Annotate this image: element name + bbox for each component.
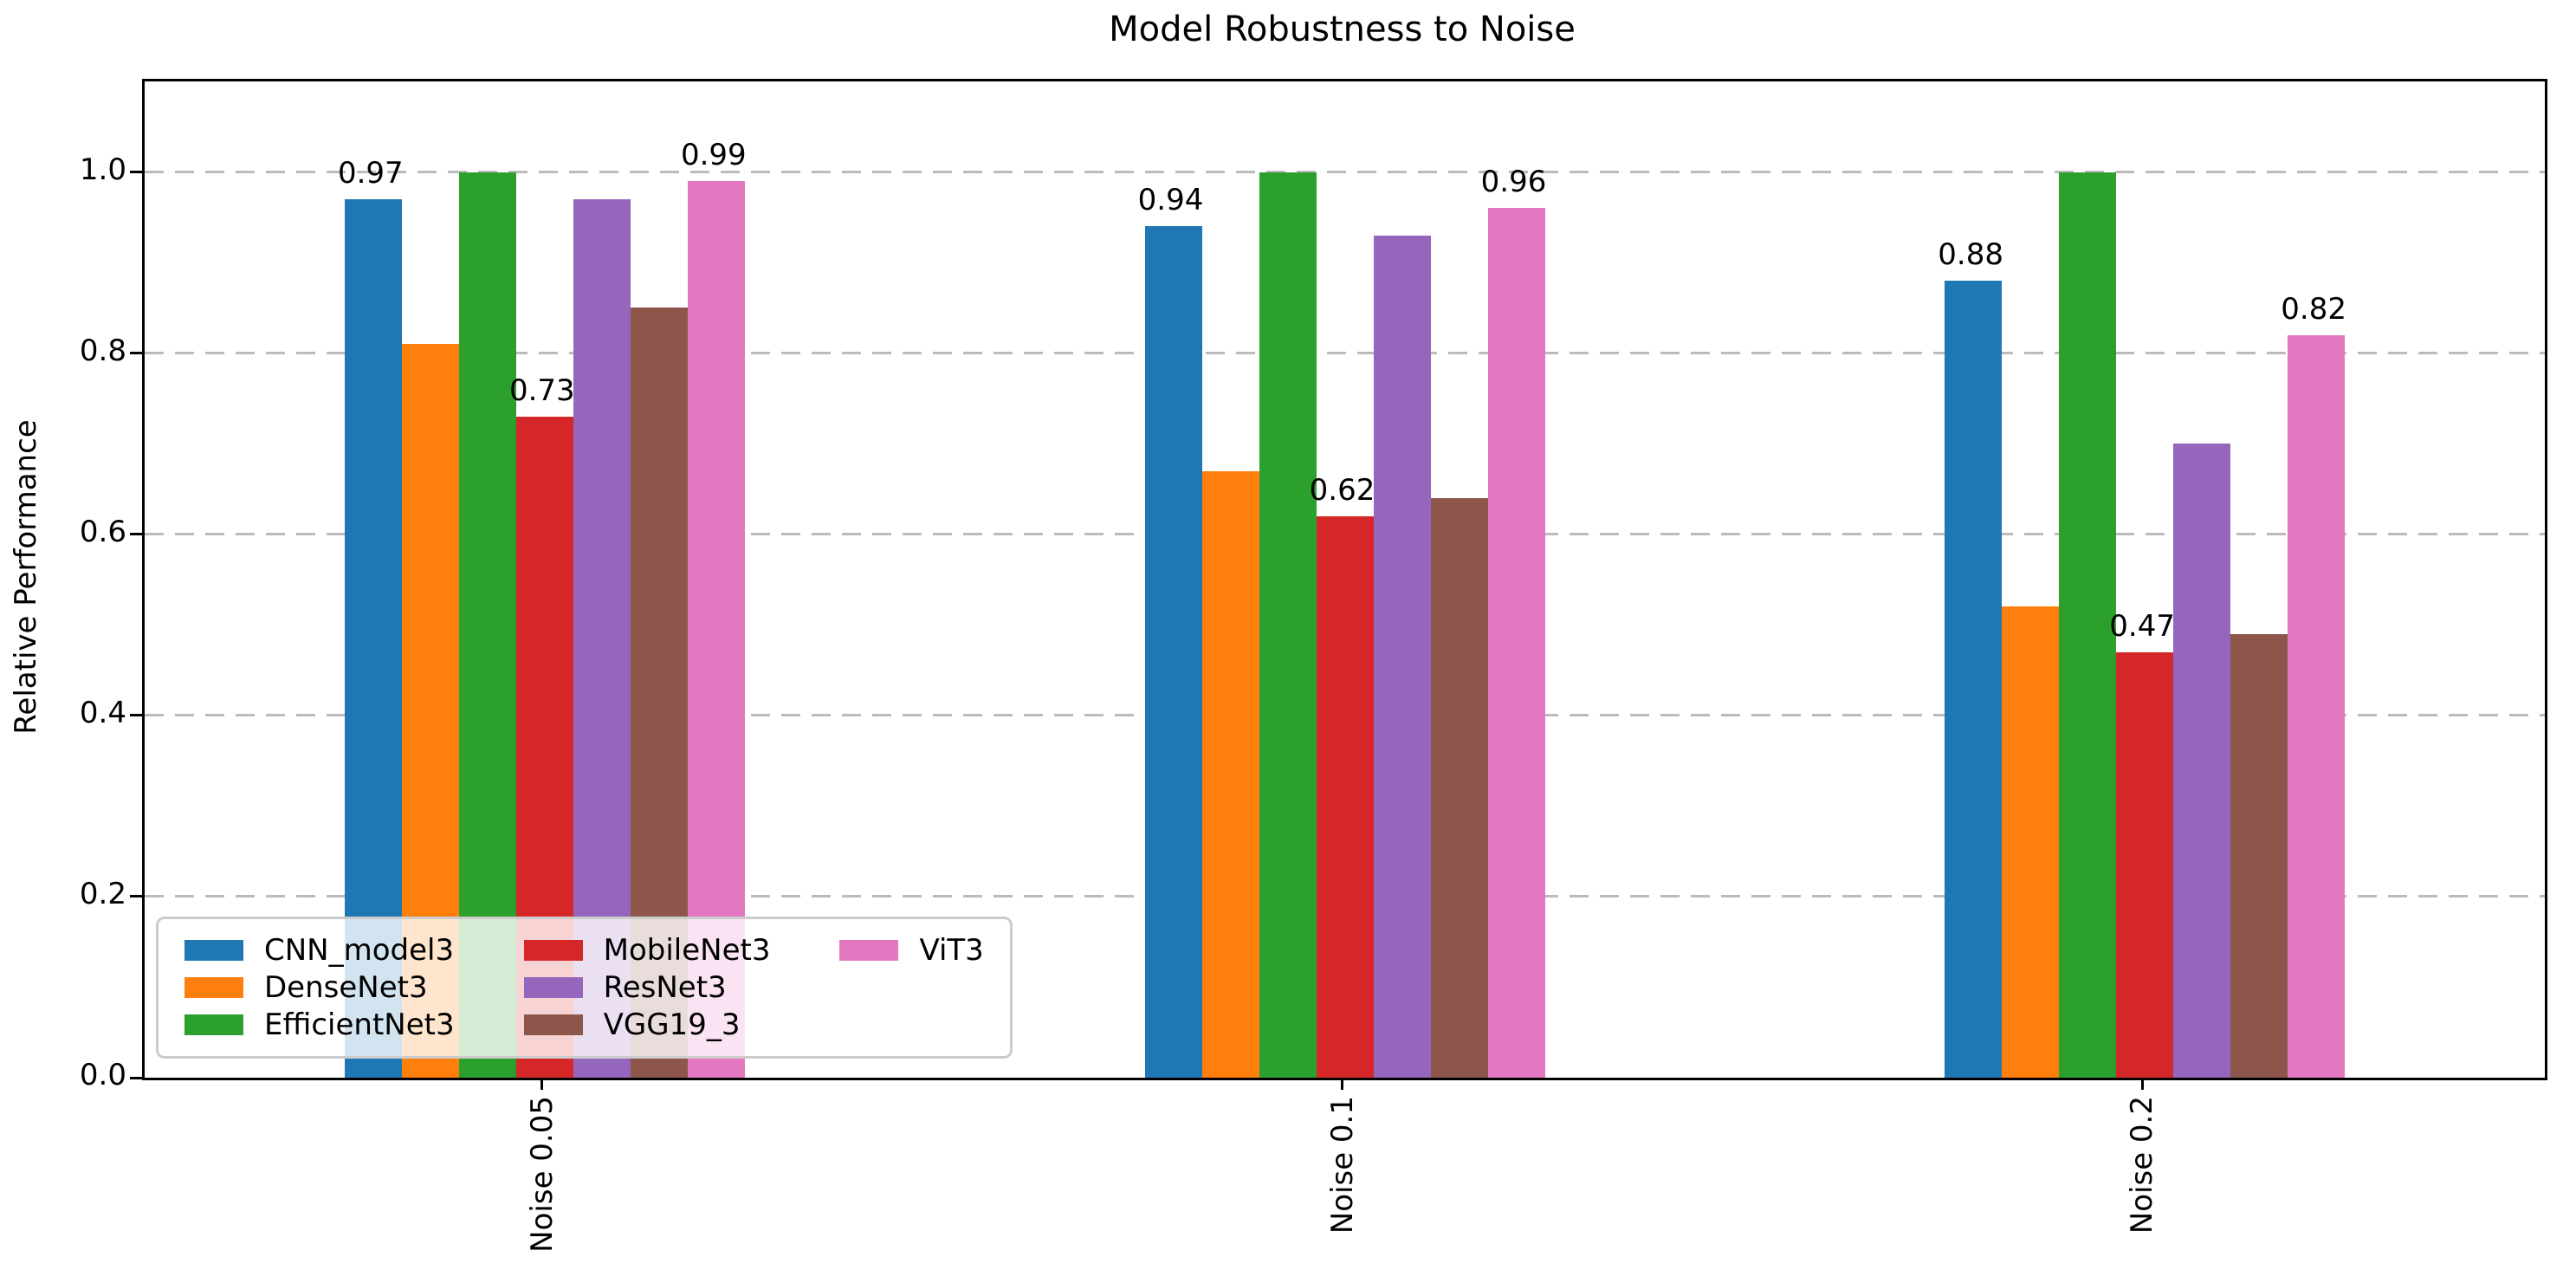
bar-value-label: 0.94 (1137, 183, 1204, 218)
y-tick-mark (130, 895, 142, 898)
legend-label: ViT3 (919, 932, 984, 968)
y-tick-mark (130, 714, 142, 717)
bar-value-label: 0.82 (2281, 291, 2346, 327)
bar-EfficientNet3-Noise-0.2 (2059, 172, 2117, 1078)
x-tick-mark (540, 1078, 544, 1090)
legend-item-EfficientNet3: EfficientNet3 (184, 1008, 455, 1042)
bar-ResNet3-Noise-0.2 (2173, 444, 2231, 1078)
legend-label: DenseNet3 (264, 969, 428, 1005)
y-tick-label: 0.0 (79, 1058, 126, 1092)
legend-item-ResNet3: ResNet3 (523, 969, 771, 1005)
legend-label: MobileNet3 (603, 932, 771, 968)
bar-value-label: 0.96 (1480, 165, 1547, 200)
x-tick-mark (1341, 1078, 1343, 1090)
legend: CNN_model3 DenseNet3 EfficientNet3 MobileNe… (156, 917, 1013, 1059)
x-tick-label-Noise-0.05: Noise 0.05 (524, 1096, 560, 1253)
bar-value-label: 0.97 (337, 155, 404, 191)
bar-value-label: 0.47 (2109, 608, 2175, 644)
bar-EfficientNet3-Noise-0.1 (1259, 172, 1317, 1078)
y-tick-label: 0.4 (79, 695, 126, 730)
x-tick-label-Noise-0.1: Noise 0.1 (1324, 1096, 1360, 1234)
y-tick-mark (130, 352, 142, 355)
bar-CNN_model3-Noise-0.1 (1144, 226, 1202, 1078)
bar-CNN_model3-Noise-0.2 (1945, 281, 2003, 1078)
y-tick-label: 0.6 (79, 514, 126, 549)
legend-label: ResNet3 (603, 969, 727, 1005)
legend-label: VGG19_3 (603, 1008, 741, 1043)
bar-value-label: 0.62 (1309, 472, 1375, 508)
y-tick-mark (130, 1076, 142, 1079)
legend-item-CNN_model3: CNN_model3 (184, 933, 455, 968)
legend-label: EfficientNet3 (264, 1008, 455, 1043)
y-tick-label: 0.8 (79, 333, 126, 368)
bar-ViT3-Noise-0.1 (1487, 208, 1545, 1078)
x-tick-label-Noise-0.2: Noise 0.2 (2125, 1096, 2160, 1234)
bar-ResNet3-Noise-0.1 (1373, 235, 1431, 1078)
gridline-y-0.8 (145, 352, 2545, 355)
legend-label: CNN_model3 (264, 932, 455, 968)
legend-swatch-icon (184, 939, 243, 961)
legend-item-ViT3: ViT3 (839, 932, 984, 968)
legend-swatch-icon (523, 939, 583, 961)
bar-VGG19_3-Noise-0.1 (1430, 497, 1488, 1078)
bar-MobileNet3-Noise-0.2 (2116, 651, 2174, 1078)
gridline-y-1.0 (145, 171, 2545, 174)
bar-DenseNet3-Noise-0.1 (1201, 470, 1259, 1078)
x-tick-mark (2140, 1078, 2144, 1090)
bar-value-label: 0.73 (508, 373, 575, 408)
y-tick-mark (130, 533, 142, 536)
legend-swatch-icon (523, 976, 583, 998)
bar-value-label: 0.99 (680, 138, 747, 172)
bar-MobileNet3-Noise-0.1 (1316, 515, 1374, 1078)
y-tick-label: 1.0 (79, 152, 126, 187)
legend-swatch-icon (184, 976, 243, 998)
bar-VGG19_3-Noise-0.2 (2230, 633, 2288, 1078)
legend-swatch-icon (184, 1014, 243, 1036)
legend-item-MobileNet3: MobileNet3 (523, 932, 771, 968)
legend-swatch-icon (839, 939, 899, 961)
y-tick-label: 0.2 (79, 876, 126, 911)
y-tick-mark (130, 171, 142, 174)
legend-item-VGG19_3: VGG19_3 (523, 1008, 771, 1043)
bar-ViT3-Noise-0.2 (2288, 334, 2346, 1078)
bar-value-label: 0.88 (1938, 237, 2003, 272)
legend-item-DenseNet3: DenseNet3 (184, 970, 455, 1005)
chart-title: Model Robustness to Noise (1109, 10, 1576, 49)
bar-DenseNet3-Noise-0.2 (2002, 606, 2060, 1078)
legend-swatch-icon (523, 1014, 583, 1036)
